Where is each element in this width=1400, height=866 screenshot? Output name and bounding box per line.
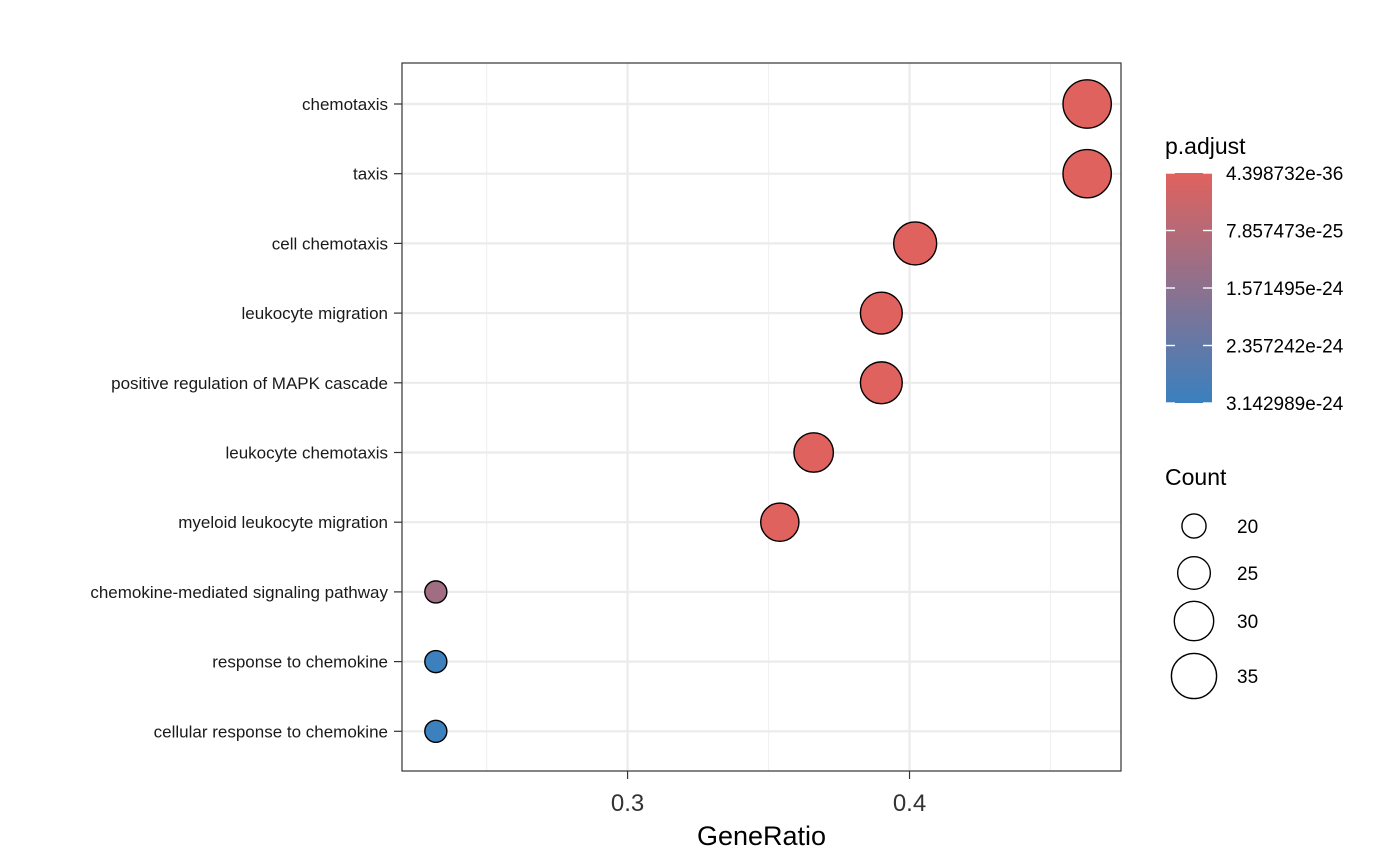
y-tick-label: cell chemotaxis — [272, 234, 388, 253]
data-point — [892, 221, 938, 266]
y-axis: chemotaxis taxis cell chemotaxis leukocyte … — [90, 95, 402, 741]
data-point — [424, 580, 448, 604]
colorbar-tick-label: 7.857473e-25 — [1226, 222, 1343, 243]
y-tick-label: chemotaxis — [302, 95, 388, 114]
count-legend-label: 30 — [1237, 612, 1258, 633]
count-legend-circle — [1181, 513, 1207, 539]
y-tick-label: cellular response to chemokine — [154, 722, 388, 741]
y-tick-label: positive regulation of MAPK cascade — [111, 374, 388, 393]
data-point — [859, 291, 903, 335]
data-point — [1062, 79, 1113, 129]
minor-gridlines — [485, 63, 1052, 771]
x-axis: 0.3 0.4 — [611, 771, 926, 817]
data-points — [424, 79, 1113, 744]
x-tick-label: 0.4 — [893, 790, 926, 817]
count-legend-label: 25 — [1237, 564, 1258, 585]
count-legend-label: 35 — [1237, 667, 1258, 688]
count-legend-title: Count — [1165, 464, 1227, 490]
count-legend-circle — [1173, 600, 1215, 642]
count-legend-circle — [1176, 555, 1212, 591]
data-point — [424, 719, 448, 744]
p-adjust-colorbar-ticks: 4.398732e-36 7.857473e-25 1.571495e-24 2.35… — [1166, 164, 1344, 415]
data-point — [793, 432, 835, 473]
count-legend-circle — [1170, 652, 1218, 700]
y-tick-label: myeloid leukocyte migration — [178, 513, 388, 532]
panel-border — [401, 62, 1122, 772]
y-tick-label: chemokine-mediated signaling pathway — [90, 583, 388, 602]
y-tick-label: taxis — [353, 165, 388, 184]
count-legend-items: 20 25 30 35 — [1170, 513, 1258, 700]
colorbar-tick-label: 3.142989e-24 — [1226, 394, 1344, 415]
p-adjust-legend: p.adjust 4.398732e-36 7.857473e-25 1.57149… — [1165, 133, 1344, 415]
colorbar-tick-label: 1.571495e-24 — [1226, 279, 1344, 300]
data-point — [1062, 148, 1113, 199]
data-point — [760, 502, 800, 542]
count-legend: Count 20 25 30 35 — [1165, 464, 1258, 700]
x-axis-title: GeneRatio — [697, 821, 826, 851]
colorbar-tick-label: 4.398732e-36 — [1226, 164, 1343, 185]
x-tick-label: 0.3 — [611, 790, 644, 817]
data-point — [424, 649, 448, 674]
y-tick-label: response to chemokine — [212, 653, 388, 672]
major-gridlines — [402, 63, 1121, 771]
p-adjust-legend-title: p.adjust — [1165, 133, 1246, 159]
data-point — [859, 361, 903, 405]
colorbar-tick-label: 2.357242e-24 — [1226, 337, 1344, 358]
y-tick-label: leukocyte migration — [242, 304, 388, 323]
count-legend-label: 20 — [1237, 517, 1258, 538]
y-tick-label: leukocyte chemotaxis — [225, 444, 388, 463]
